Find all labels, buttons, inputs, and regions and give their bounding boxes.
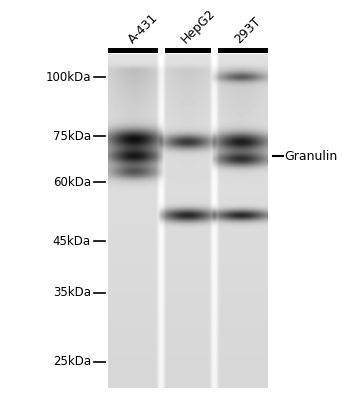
Text: 75kDa: 75kDa	[53, 130, 91, 143]
Text: A-431: A-431	[126, 12, 160, 46]
Text: 35kDa: 35kDa	[53, 286, 91, 299]
FancyBboxPatch shape	[165, 48, 211, 53]
Text: 25kDa: 25kDa	[53, 355, 91, 368]
Text: HepG2: HepG2	[179, 7, 218, 46]
Text: 100kDa: 100kDa	[45, 71, 91, 84]
Text: 293T: 293T	[232, 15, 263, 46]
FancyBboxPatch shape	[218, 48, 268, 53]
FancyBboxPatch shape	[108, 48, 158, 53]
Text: Granulin: Granulin	[285, 150, 338, 163]
Text: 60kDa: 60kDa	[53, 176, 91, 188]
Text: 45kDa: 45kDa	[53, 235, 91, 248]
